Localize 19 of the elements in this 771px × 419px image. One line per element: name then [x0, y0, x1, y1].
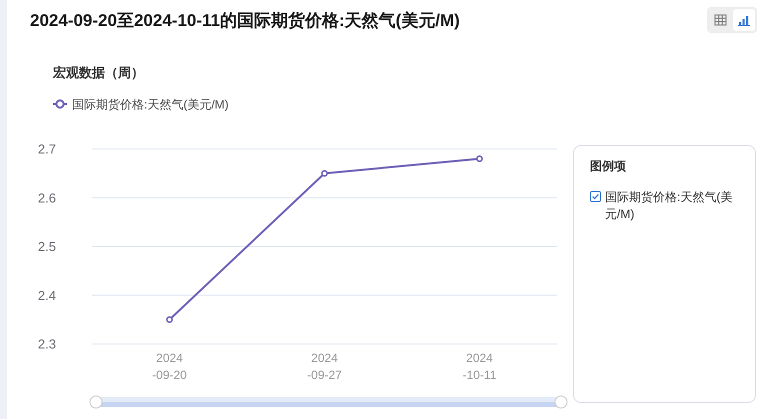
- datazoom-slider[interactable]: [90, 396, 568, 408]
- x-tick-label: 2024-10-11: [462, 351, 497, 382]
- point: [476, 155, 483, 162]
- legend-label: 国际期货价格:天然气(美元/M): [605, 189, 734, 223]
- chart-title: 2024-09-20至2024-10-11的国际期货价格:天然气(美元/M): [30, 11, 460, 30]
- y-tick-label: 2.4: [38, 288, 56, 303]
- point: [321, 170, 328, 177]
- y-tick-label: 2.3: [38, 336, 56, 352]
- x-tick-label: 2024-09-20: [152, 351, 188, 382]
- point: [166, 316, 173, 324]
- y-tick-label: 2.5: [38, 239, 56, 254]
- legend-title: 图例项: [590, 158, 626, 175]
- y-tick-label: 2.7: [38, 142, 56, 156]
- y-tick-label: 2.6: [38, 190, 56, 206]
- x-tick-label: 2024-09-27: [307, 351, 342, 382]
- legend-checkbox[interactable]: [590, 191, 601, 202]
- legend-label: 国际期货价格:天然气(美元/M): [72, 97, 229, 112]
- toolbar-icons[interactable]: [707, 7, 757, 33]
- chart-subtitle: 宏观数据（周）: [52, 65, 144, 80]
